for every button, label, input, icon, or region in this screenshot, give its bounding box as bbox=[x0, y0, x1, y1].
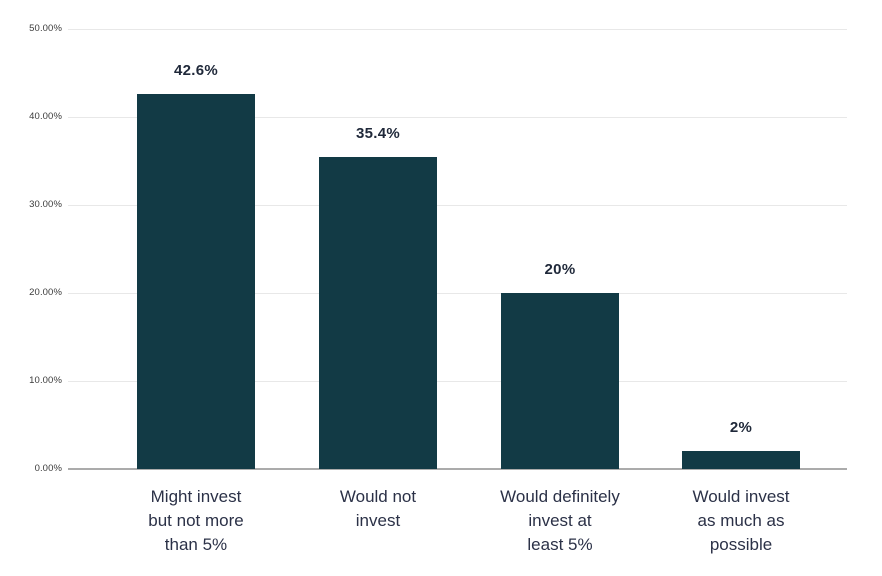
category-label-line: least 5% bbox=[527, 535, 593, 554]
y-gridline bbox=[68, 381, 847, 382]
category-label-line: Might invest bbox=[150, 487, 242, 506]
y-axis-tick-label: 30.00% bbox=[29, 199, 62, 210]
y-axis-tick-label: 10.00% bbox=[29, 375, 62, 386]
category-label-line: invest bbox=[355, 511, 401, 530]
bar-value-label: 35.4% bbox=[355, 125, 401, 143]
y-gridline bbox=[68, 293, 847, 294]
y-axis-tick-label: 20.00% bbox=[29, 287, 62, 298]
category-label-line: than 5% bbox=[164, 535, 228, 554]
bar-2 bbox=[319, 157, 437, 469]
category-label-line: possible bbox=[709, 535, 773, 554]
category-label-line: Would not bbox=[339, 487, 417, 506]
y-axis-tick-label: 40.00% bbox=[29, 111, 62, 122]
y-gridline bbox=[68, 29, 847, 30]
bar-value-label: 2% bbox=[729, 419, 753, 437]
y-axis-tick-label: 0.00% bbox=[34, 463, 62, 474]
x-axis-category-label: Would invest as much as possible bbox=[651, 485, 831, 557]
x-axis-category-label: Would definitely invest at least 5% bbox=[470, 485, 650, 557]
y-gridline bbox=[68, 205, 847, 206]
category-label-line: as much as bbox=[697, 511, 785, 530]
bar-4 bbox=[682, 451, 800, 469]
x-axis-category-label: Would not invest bbox=[288, 485, 468, 533]
category-label-line: Would definitely bbox=[500, 487, 620, 506]
y-axis-tick-label: 50.00% bbox=[29, 23, 62, 34]
bar-value-label: 20% bbox=[544, 261, 576, 278]
y-gridline bbox=[68, 117, 847, 118]
category-label-line: but not more bbox=[148, 511, 244, 530]
bar-value-label: 42.6% bbox=[173, 62, 219, 80]
x-axis-category-label: Might invest but not more than 5% bbox=[106, 485, 286, 557]
bar-3 bbox=[501, 293, 619, 469]
category-label-line: invest at bbox=[528, 511, 592, 530]
x-axis-line bbox=[68, 468, 847, 470]
category-label-line: Would invest bbox=[692, 487, 790, 506]
bar-1 bbox=[137, 94, 255, 469]
